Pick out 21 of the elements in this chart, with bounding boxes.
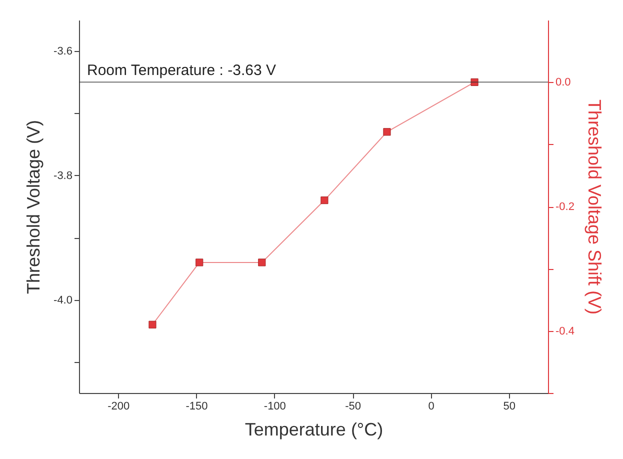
y-tick-label: -3.6 — [54, 46, 72, 58]
x-tick-label: -100 — [264, 400, 286, 412]
point — [383, 128, 391, 136]
y2-tick-label: -0.2 — [556, 201, 574, 213]
x-tick-label: -150 — [186, 400, 208, 412]
point — [320, 196, 328, 204]
x-tick-label: -200 — [108, 400, 130, 412]
x-axis-title: Temperature (°C) — [244, 420, 384, 440]
point — [258, 258, 266, 266]
x-tick-label: 0 — [428, 400, 434, 412]
y-tick-label: -3.8 — [54, 170, 72, 182]
x-tick-label: -50 — [345, 400, 362, 412]
point — [148, 320, 156, 328]
y2-tick-label: 0.0 — [556, 76, 571, 89]
y-axis-title: Threshold Voltage (V) — [24, 120, 44, 294]
y-tick-label: -4.0 — [54, 294, 72, 306]
x-tick-label: 50 — [503, 400, 516, 412]
y2-axis-title: Threshold Voltage Shift (V) — [584, 99, 604, 315]
y2-tick-label: -0.4 — [556, 325, 574, 338]
annotation: Room Temperature : -3.63 V — [87, 62, 276, 80]
point — [196, 258, 204, 266]
